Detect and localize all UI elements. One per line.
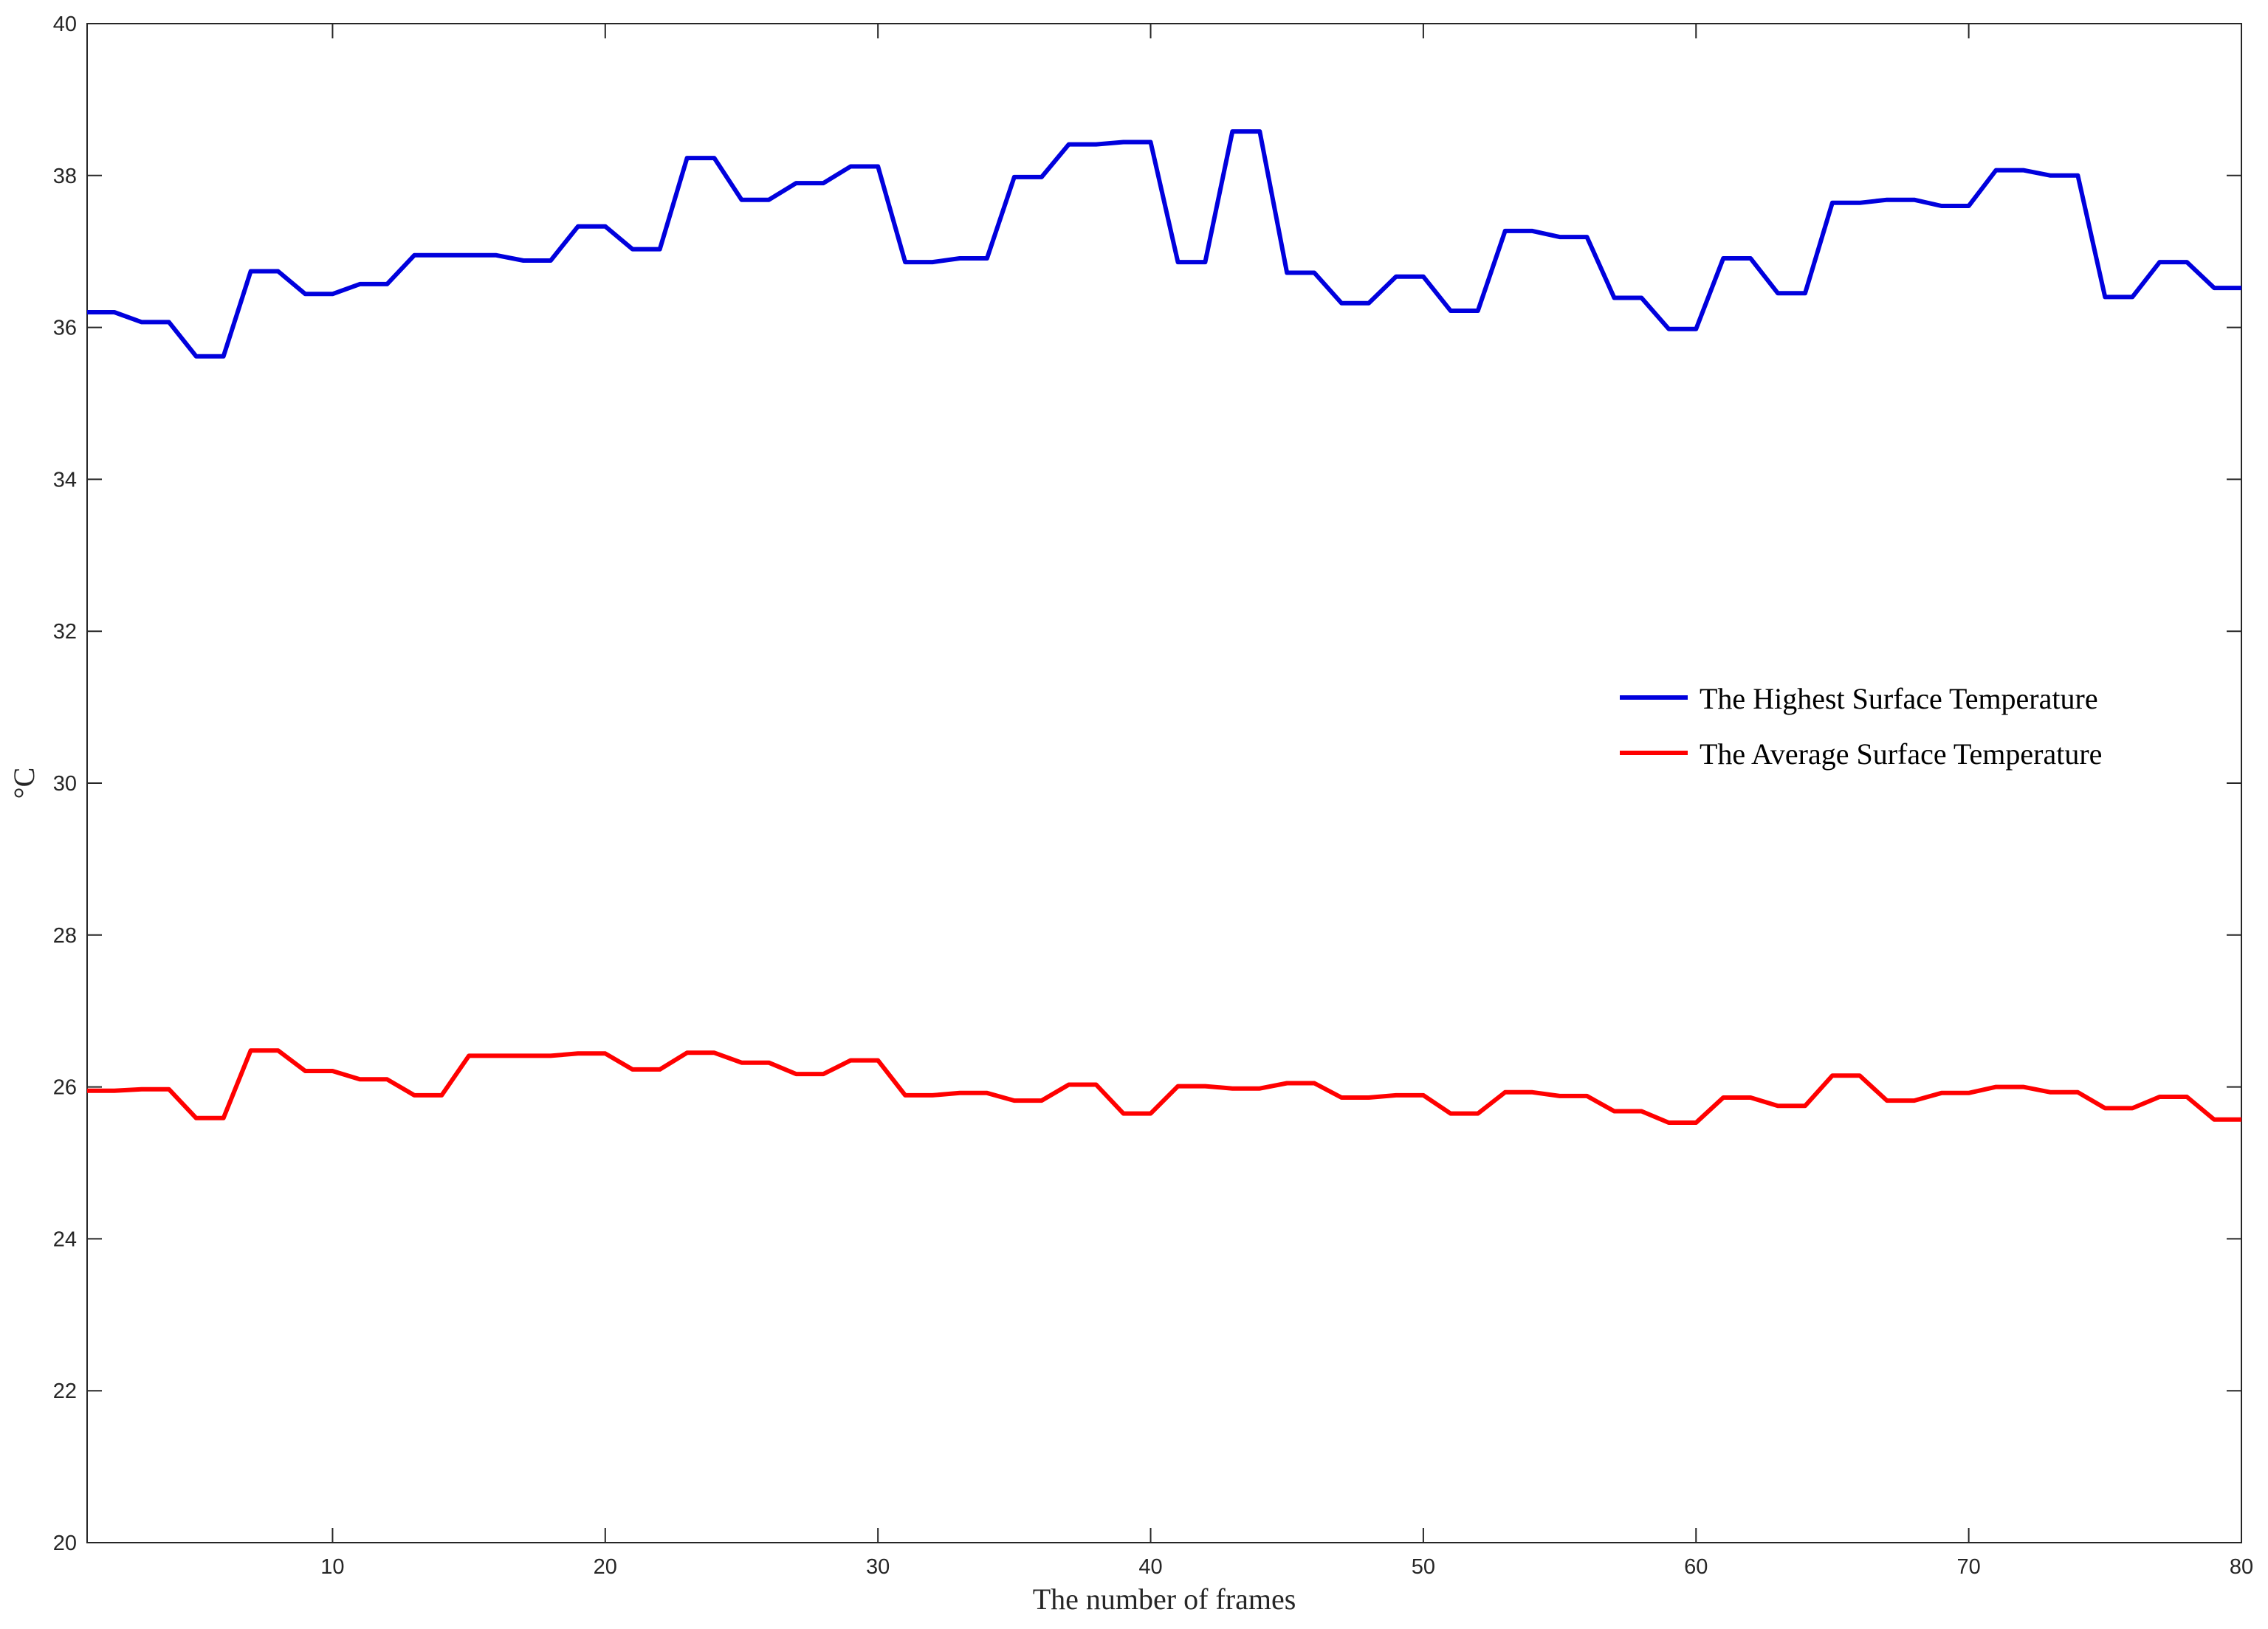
y-tick-label: 36 (53, 317, 77, 340)
y-tick-label: 26 (53, 1076, 77, 1100)
y-tick-label: 38 (53, 165, 77, 188)
x-tick-label: 70 (1957, 1555, 1981, 1579)
y-tick-label: 34 (53, 468, 77, 492)
series-line-average (87, 1048, 2241, 1125)
legend-label-average: The Average Surface Temperature (1700, 737, 2102, 771)
y-tick-label: 30 (53, 772, 77, 796)
x-axis-title: The number of frames (1033, 1582, 1296, 1616)
x-tick-label: 80 (2230, 1555, 2253, 1579)
y-tick-label: 32 (53, 620, 77, 644)
x-tick-label: 50 (1412, 1555, 1435, 1579)
legend-label-highest: The Highest Surface Temperature (1700, 682, 2098, 715)
x-tick-label: 10 (320, 1555, 344, 1579)
legend: The Highest Surface Temperature The Aver… (1620, 682, 2102, 771)
y-axis-title: °C (7, 768, 41, 799)
y-tick-label: 40 (53, 13, 77, 36)
y-axis: 20 22 24 26 28 30 32 34 36 38 40 (53, 13, 2241, 1555)
y-tick-label: 22 (53, 1380, 77, 1403)
series-line-highest (87, 129, 2241, 359)
x-tick-label: 20 (594, 1555, 617, 1579)
y-tick-label: 28 (53, 924, 77, 948)
y-tick-label: 20 (53, 1532, 77, 1555)
x-tick-label: 30 (866, 1555, 890, 1579)
x-tick-label: 40 (1138, 1555, 1162, 1579)
x-tick-label: 60 (1684, 1555, 1708, 1579)
x-axis: 10 20 30 40 50 60 70 80 (320, 24, 2253, 1579)
y-tick-label: 24 (53, 1227, 77, 1251)
series-layer (87, 129, 2241, 1125)
